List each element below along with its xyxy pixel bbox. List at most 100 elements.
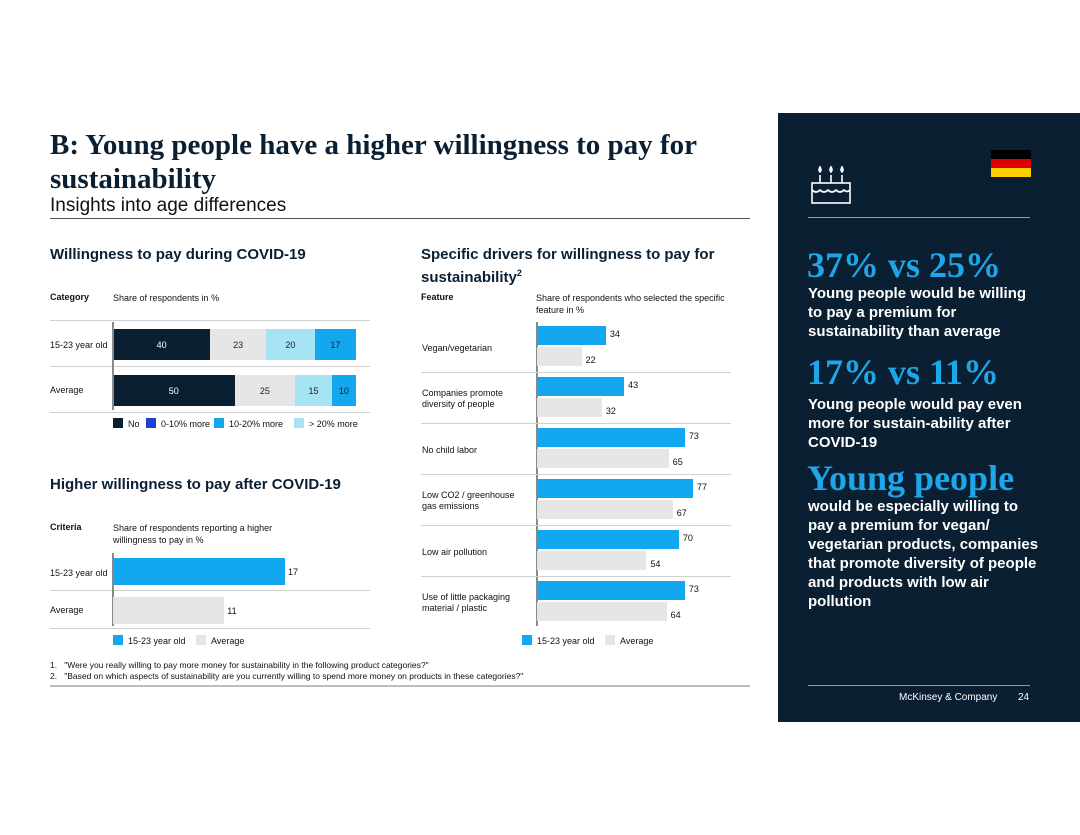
chart3-bar-average — [537, 602, 667, 621]
chart2-bar — [113, 558, 285, 585]
legend-no: No — [128, 419, 140, 429]
chart1-bar-other: 25 — [234, 375, 296, 406]
panel-divider — [808, 217, 1030, 218]
chart3-legend-young-swatch — [522, 635, 532, 645]
page-number: 24 — [1018, 692, 1030, 703]
chart3-bar-young — [537, 581, 685, 600]
chart3-category-label: Vegan/vegetarian — [422, 343, 493, 353]
page-subtitle: Insights into age differences — [50, 195, 287, 216]
chart1-category-label: Average — [50, 385, 84, 395]
chart3-bar-young — [537, 479, 693, 498]
chart3-value-label: 54 — [650, 559, 661, 569]
footnote-2-num: 2. — [50, 671, 58, 681]
chart1-bar-10-20-more: 17 — [314, 329, 356, 360]
chart1-bars: 40 23 20 17 50 25 15 10 — [0, 0, 356, 410]
footnote-1-text: "Were you really willing to pay more mon… — [64, 660, 429, 670]
chart3-gridline — [421, 372, 731, 373]
legend-20plus: > 20% more — [309, 419, 358, 429]
chart3-value-label: 64 — [670, 610, 681, 620]
footnote-1-num: 1. — [50, 660, 58, 670]
chart3-value-label: 67 — [676, 508, 687, 518]
legend-no-swatch — [113, 418, 123, 428]
chart1-bar--20-more: 20 — [266, 329, 315, 360]
chart3-gridline — [421, 525, 731, 526]
chart3-category-label: Use of little packaging material / plast… — [422, 592, 511, 613]
panel-footer-divider — [808, 685, 1030, 686]
chart3-gridline — [421, 576, 731, 577]
chart1-category-label: 15-23 year old — [50, 340, 108, 350]
chart3-legend-average: Average — [620, 636, 654, 646]
chart3-gridline — [421, 474, 731, 475]
birthday-cake-icon — [811, 165, 851, 204]
chart3-value-label: 70 — [682, 533, 693, 543]
chart3-value-label: 43 — [628, 380, 639, 390]
chart2-title: Higher willingness to pay after COVID-19 — [50, 476, 341, 493]
chart3-bars: Vegan/vegetarian 34 22 Companies promote di… — [0, 0, 731, 626]
chart3-value-label: 73 — [688, 584, 699, 594]
stat-37-vs-25: 37% vs 25% — [807, 245, 1002, 285]
chart3-bar-average — [537, 398, 602, 417]
chart3-title-footnote-ref: 2 — [516, 268, 522, 278]
footnote-2-text: "Based on which aspects of sustainabilit… — [64, 671, 524, 681]
chart3-bar-young — [537, 326, 606, 345]
chart3-value-label: 73 — [688, 431, 699, 441]
chart3-bar-average — [537, 449, 669, 468]
page-title: B: Young people have a higher willingnes… — [50, 129, 697, 195]
chart3-bar-young — [537, 428, 685, 447]
footnote-1: 1. "Were you really willing to pay more … — [50, 660, 429, 671]
chart1-gridline — [50, 320, 370, 321]
chart3-legend-average-swatch — [605, 635, 615, 645]
company-name: McKinsey & Company — [899, 692, 998, 703]
chart3-value-label: 32 — [605, 406, 616, 416]
chart1-bar--20-more: 15 — [295, 375, 332, 406]
chart3-title: Specific drivers for willingness to pay … — [421, 246, 751, 287]
stat-17-vs-11-text: Young people would pay even more for sus… — [808, 396, 1022, 451]
legend-20plus-swatch — [294, 418, 304, 428]
legend-0-10-swatch — [146, 418, 156, 428]
chart3-col-value: Share of respondents who selected the sp… — [536, 293, 725, 315]
chart2-bar — [113, 597, 225, 624]
chart2-gridline — [50, 628, 370, 629]
chart3-value-label: 65 — [672, 457, 683, 467]
chart2-category-label: 15-23 year old — [50, 568, 108, 578]
chart3-col-category: Feature — [421, 292, 454, 302]
chart1-axis — [112, 322, 114, 410]
chart3-bar-young — [537, 530, 679, 549]
chart1-gridline — [50, 366, 370, 367]
stat-young-people: Young people — [807, 458, 1015, 498]
chart2-legend-young: 15-23 year old — [128, 636, 186, 646]
stat-young-people-text: would be especially willing to pay a pre… — [808, 498, 1039, 610]
stat-37-vs-25-text: Young people would be willing to pay a p… — [808, 285, 1027, 340]
chart2-legend-average: Average — [211, 636, 245, 646]
chart3-bar-average — [537, 500, 673, 519]
stat-17-vs-11: 17% vs 11% — [807, 352, 1000, 392]
chart2-value-label: 17 — [288, 566, 299, 577]
chart2-col-value: Share of respondents reporting a higher … — [113, 523, 273, 545]
chart3-value-label: 22 — [585, 355, 596, 365]
chart2-category-label: Average — [50, 605, 84, 615]
chart3-bar-average — [537, 347, 582, 366]
chart3-gridline — [421, 423, 731, 424]
chart3-category-label: Low CO2 / greenhouse gas emissions — [422, 490, 515, 511]
chart3-category-label: No child labor — [422, 445, 478, 455]
legend-0-10: 0-10% more — [161, 419, 211, 429]
chart1-col-value: Share of respondents in % — [113, 293, 220, 303]
chart3-category-label: Low air pollution — [422, 547, 488, 557]
chart2-col-category: Criteria — [50, 522, 82, 532]
chart3-value-label: 77 — [697, 482, 708, 492]
chart3-category-label: Companies promote diversity of people — [422, 388, 504, 409]
chart1-gridline — [50, 412, 370, 413]
chart1-bar-no: 50 — [113, 375, 235, 406]
chart2-value-label: 11 — [227, 605, 237, 616]
chart2-bars: 17 11 — [0, 0, 298, 626]
insights-panel: 37% vs 25% Young people would be willing… — [778, 113, 1080, 722]
chart1-col-category: Category — [50, 292, 90, 302]
footer-divider — [50, 685, 750, 687]
header-divider — [50, 218, 750, 219]
chart2-legend-young-swatch — [113, 635, 123, 645]
footnote-2: 2. "Based on which aspects of sustainabi… — [50, 671, 523, 682]
chart2-legend-average-swatch — [196, 635, 206, 645]
chart1-bar-other: 23 — [210, 329, 267, 360]
chart1-title: Willingness to pay during COVID-19 — [50, 246, 306, 263]
legend-10-20: 10-20% more — [229, 419, 284, 429]
